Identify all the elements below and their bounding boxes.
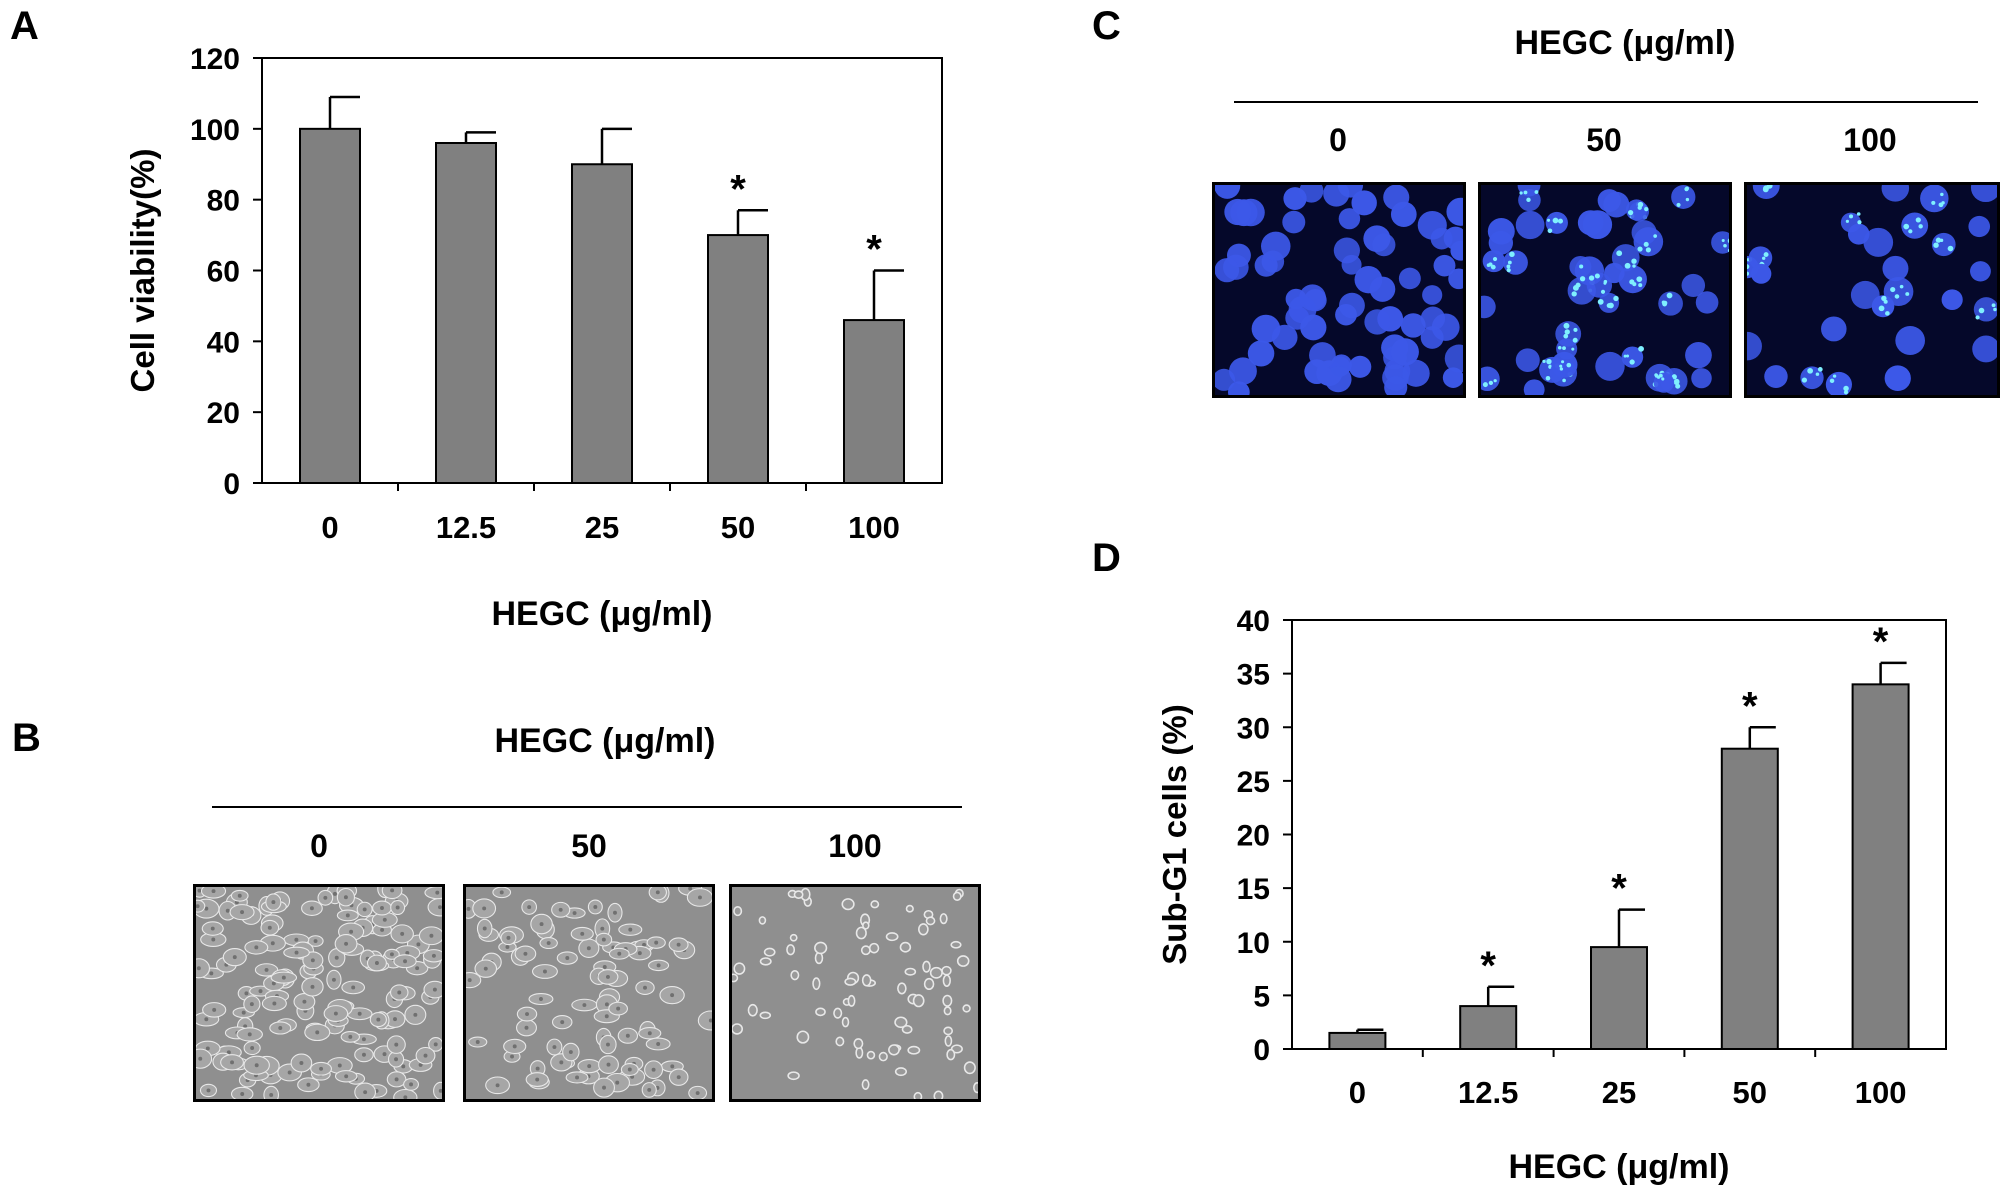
chart-d-significance-star: *	[1742, 684, 1758, 728]
chart-a-y-tick-label: 40	[207, 326, 240, 359]
chart-d-y-axis-label: Sub-G1 cells (%)	[1156, 704, 1193, 964]
chart-a-x-tick-label: 25	[585, 510, 619, 545]
chart-a-bar	[299, 127, 361, 484]
panel-letter-d: D	[1092, 536, 1121, 580]
panel-c-dose-100: 100	[1843, 122, 1897, 158]
chart-d-y-tick-label: 30	[1237, 712, 1270, 745]
chart-d-y-tick-label: 10	[1237, 927, 1270, 960]
phase-contrast-image-0	[193, 884, 445, 1102]
chart-d-y-tick-label: 5	[1253, 980, 1270, 1013]
chart-d-x-tick-label: 100	[1855, 1075, 1907, 1110]
panel-c-header: HEGC (μg/ml)	[1514, 24, 1736, 62]
panel-c-dose-50: 50	[1586, 122, 1622, 158]
panel-c-dose-0: 0	[1329, 122, 1347, 158]
panel-letter-c: C	[1092, 4, 1121, 48]
chart-a-y-tick-label: 80	[207, 185, 240, 218]
panel-b-divider	[212, 806, 962, 808]
chart-d-y-tick-label: 25	[1237, 766, 1270, 799]
chart-a-x-tick-label: 100	[848, 510, 900, 545]
chart-d-significance-star: *	[1873, 620, 1889, 664]
chart-a-y-tick-label: 0	[223, 468, 240, 501]
chart-a-x-axis-label: HEGC (μg/ml)	[491, 595, 712, 633]
chart-a-x-tick-label: 0	[321, 510, 338, 545]
panel-b-dose-0: 0	[310, 828, 328, 864]
chart-a-x-tick-label: 50	[721, 510, 755, 545]
chart-d-y-tick-label: 20	[1237, 820, 1270, 853]
panel-letter-a: A	[10, 4, 39, 48]
chart-a-x-tick-label: 12.5	[436, 510, 496, 545]
chart-a-bar	[843, 319, 905, 485]
chart-d-bar	[1590, 946, 1648, 1050]
chart-a-significance-star: *	[730, 167, 746, 211]
phase-contrast-image-100	[729, 884, 981, 1102]
chart-d-x-tick-label: 50	[1733, 1075, 1767, 1110]
panel-b-header: HEGC (μg/ml)	[494, 722, 716, 760]
panel-b-dose-50: 50	[571, 828, 607, 864]
chart-d-y-tick-label: 0	[1253, 1034, 1270, 1067]
chart-d-significance-star: *	[1480, 944, 1496, 988]
chart-a-significance-star: *	[866, 228, 882, 272]
chart-a-bar	[571, 163, 633, 484]
chart-d-bar	[1459, 1005, 1518, 1050]
fluorescence-image-0	[1212, 182, 1466, 398]
phase-contrast-image-50	[463, 884, 715, 1102]
chart-a-bar	[707, 234, 769, 484]
chart-d-x-tick-label: 12.5	[1458, 1075, 1518, 1110]
chart-d-significance-star: *	[1611, 867, 1627, 911]
fluorescence-image-50	[1478, 182, 1732, 398]
panel-c-divider	[1234, 101, 1978, 103]
chart-d-x-axis-label: HEGC (μg/ml)	[1508, 1148, 1729, 1186]
chart-d-bar	[1328, 1031, 1387, 1050]
panel-letter-b: B	[12, 716, 41, 760]
chart-a-y-tick-label: 20	[207, 397, 240, 430]
chart-d-y-tick-label: 35	[1237, 659, 1270, 692]
chart-d-bar	[1851, 683, 1910, 1050]
chart-a-y-tick-label: 60	[207, 256, 240, 289]
chart-a-y-tick-label: 120	[190, 43, 240, 76]
chart-a-bar	[435, 142, 497, 484]
chart-a-y-tick-label: 100	[190, 114, 240, 147]
fluorescence-image-100	[1744, 182, 2000, 398]
panel-b-dose-100: 100	[828, 828, 882, 864]
chart-d-y-tick-label: 40	[1237, 605, 1270, 638]
chart-d-x-tick-label: 25	[1602, 1075, 1636, 1110]
chart-d-y-tick-label: 15	[1237, 873, 1270, 906]
chart-a-y-axis-label: Cell viability(%)	[124, 149, 161, 393]
chart-d-x-tick-label: 0	[1349, 1075, 1366, 1110]
chart-d-bar	[1720, 747, 1779, 1050]
